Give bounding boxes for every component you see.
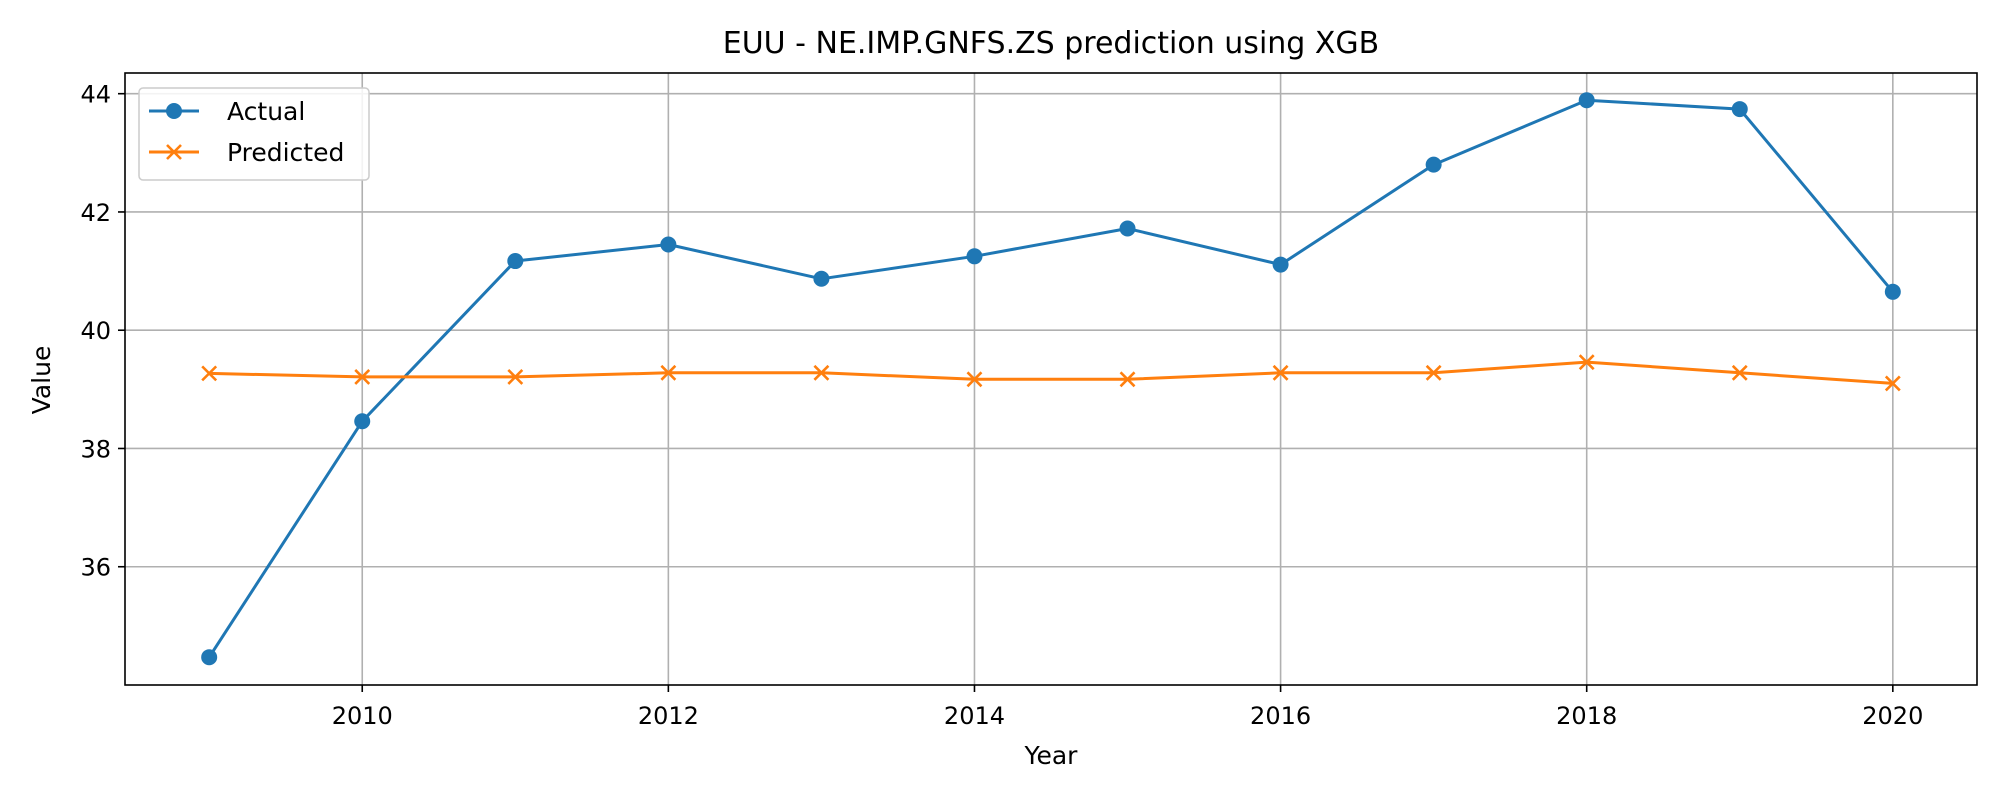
grid-lines [125, 73, 1977, 685]
series-group [201, 92, 1901, 666]
predicted-data-point [660, 364, 677, 381]
predicted-data-point [813, 364, 830, 381]
y-axis-title: Value [27, 346, 56, 415]
predicted-data-point [966, 371, 983, 388]
predicted-data-point [1578, 354, 1595, 371]
actual-series-line [207, 98, 1894, 659]
x-tick-label: 2014 [944, 702, 1005, 730]
x-tick-label: 2012 [638, 702, 699, 730]
predicted-data-point [201, 365, 218, 382]
legend-actual-label: Actual [227, 97, 305, 126]
predicted-data-point [507, 369, 524, 385]
actual-data-point [966, 248, 983, 265]
actual-data-point [201, 649, 218, 666]
predicted-data-point [1119, 371, 1136, 388]
actual-data-point [813, 270, 830, 287]
predicted-data-point [1272, 364, 1289, 381]
predicted-data-point [1425, 364, 1442, 381]
actual-data-point [1578, 92, 1595, 109]
actual-data-point [1884, 283, 1901, 300]
actual-data-point [1119, 220, 1136, 237]
y-tick-label: 36 [80, 554, 111, 582]
actual-data-point [660, 236, 677, 253]
x-tick-label: 2010 [332, 702, 393, 730]
x-tick-label: 2018 [1556, 702, 1617, 730]
predicted-data-point [1731, 364, 1748, 381]
y-tick-label: 40 [80, 317, 111, 345]
y-tick-label: 42 [80, 199, 111, 227]
y-tick-label: 38 [80, 435, 111, 463]
predicted-data-point [1884, 375, 1901, 392]
x-axis-ticks: 2010 2012 2014 2016 2018 2020 [332, 685, 1923, 730]
legend-predicted-marker [166, 144, 182, 160]
predicted-series-line [209, 360, 1893, 385]
actual-data-point [1272, 256, 1289, 273]
x-tick-label: 2016 [1250, 702, 1311, 730]
y-tick-label: 44 [80, 81, 111, 109]
legend-actual-marker [166, 103, 182, 119]
chart-title: EUU - NE.IMP.GNFS.ZS prediction using XG… [723, 26, 1380, 61]
actual-data-point [354, 413, 371, 430]
legend-predicted-label: Predicted [227, 138, 344, 167]
predicted-data-point [354, 369, 371, 385]
plot-area-frame [124, 72, 1978, 686]
actual-data-point [507, 253, 524, 270]
actual-data-point [1731, 101, 1748, 118]
x-tick-label: 2020 [1862, 702, 1923, 730]
legend: Actual Predicted [138, 87, 370, 181]
actual-data-point [1425, 156, 1442, 173]
x-axis-title: Year [1024, 741, 1079, 770]
y-axis-ticks: 36 38 40 42 44 [80, 81, 125, 582]
